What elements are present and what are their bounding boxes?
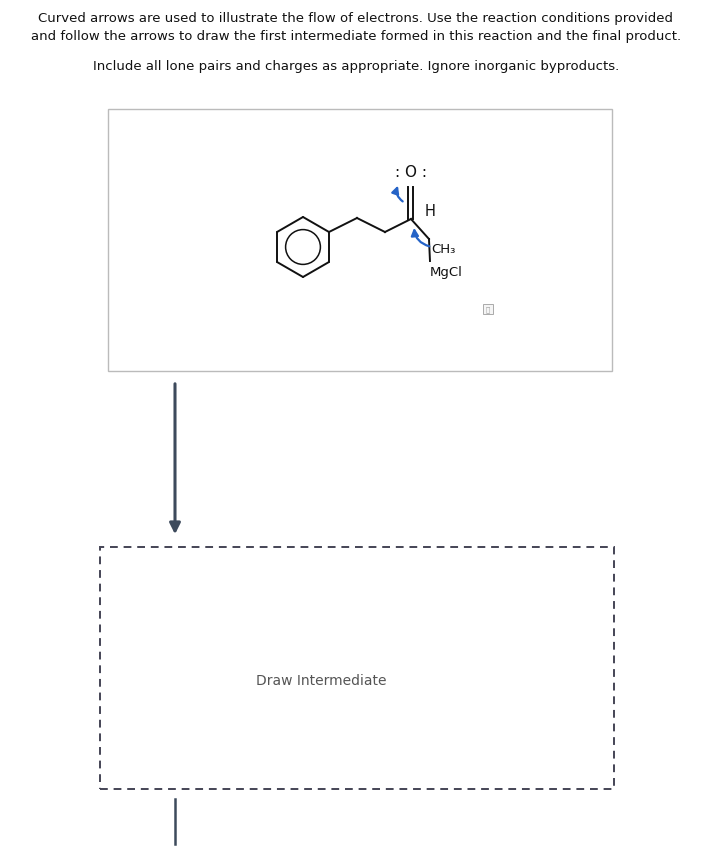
- Text: Include all lone pairs and charges as appropriate. Ignore inorganic byproducts.: Include all lone pairs and charges as ap…: [93, 60, 619, 73]
- Bar: [483, 305, 493, 314]
- Bar: [100, 548, 614, 789]
- Text: H: H: [425, 204, 436, 220]
- Text: and follow the arrows to draw the first intermediate formed in this reaction and: and follow the arrows to draw the first …: [31, 30, 681, 43]
- Text: MgCl: MgCl: [430, 266, 463, 279]
- Text: Draw Intermediate: Draw Intermediate: [256, 673, 387, 687]
- Text: : O :: : O :: [395, 164, 427, 180]
- Text: Curved arrows are used to illustrate the flow of electrons. Use the reaction con: Curved arrows are used to illustrate the…: [38, 12, 674, 25]
- Text: CH₃: CH₃: [431, 243, 456, 256]
- Text: ⤢: ⤢: [486, 307, 490, 313]
- Bar: [108, 110, 612, 372]
